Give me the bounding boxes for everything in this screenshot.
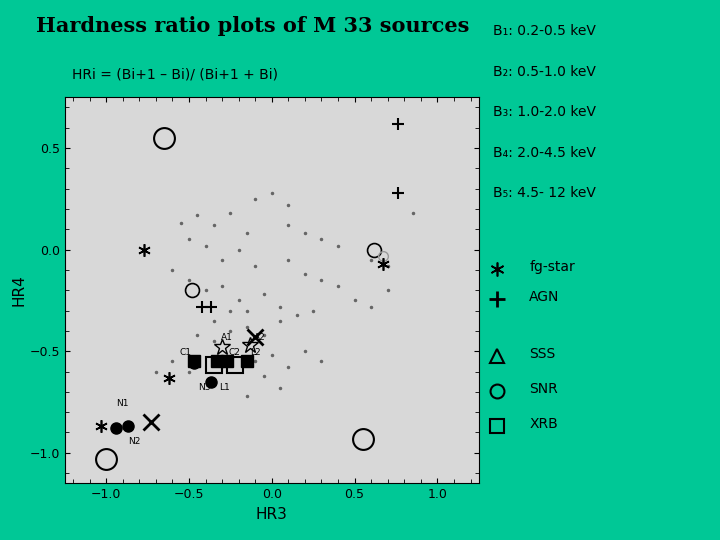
Text: XRB: XRB bbox=[529, 417, 558, 431]
Text: L1: L1 bbox=[219, 383, 230, 392]
Text: B₃: 1.0-2.0 keV: B₃: 1.0-2.0 keV bbox=[493, 105, 596, 119]
Text: C2: C2 bbox=[229, 348, 240, 357]
Text: Hardness ratio plots of M 33 sources: Hardness ratio plots of M 33 sources bbox=[36, 16, 469, 36]
Text: A1: A1 bbox=[220, 333, 233, 342]
Text: N1: N1 bbox=[116, 399, 129, 408]
Text: SNR: SNR bbox=[529, 382, 558, 396]
Text: C1: C1 bbox=[179, 348, 191, 357]
Text: AGN: AGN bbox=[529, 290, 559, 304]
Text: SSS: SSS bbox=[529, 347, 555, 361]
X-axis label: HR3: HR3 bbox=[256, 507, 288, 522]
Text: B₄: 2.0-4.5 keV: B₄: 2.0-4.5 keV bbox=[493, 146, 596, 160]
Text: HRi = (Bi+1 – Bi)/ (Bi+1 + Bi): HRi = (Bi+1 – Bi)/ (Bi+1 + Bi) bbox=[72, 68, 278, 82]
Text: L2: L2 bbox=[251, 348, 261, 357]
Text: B₁: 0.2-0.5 keV: B₁: 0.2-0.5 keV bbox=[493, 24, 596, 38]
Text: N2: N2 bbox=[127, 437, 140, 445]
Text: B₅: 4.5- 12 keV: B₅: 4.5- 12 keV bbox=[493, 186, 596, 200]
Text: A2: A2 bbox=[253, 333, 266, 342]
Y-axis label: HR4: HR4 bbox=[12, 274, 27, 306]
Text: fg-star: fg-star bbox=[529, 260, 575, 274]
Text: N3: N3 bbox=[198, 383, 211, 392]
Text: B₂: 0.5-1.0 keV: B₂: 0.5-1.0 keV bbox=[493, 65, 596, 79]
